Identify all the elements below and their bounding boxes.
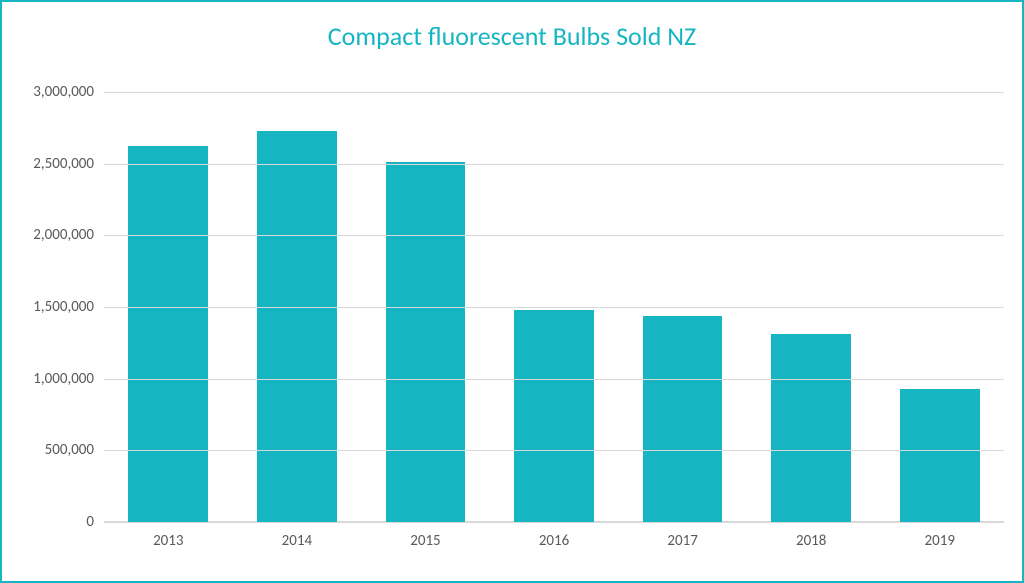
chart-title: Compact fluorescent Bulbs Sold NZ (2, 20, 1022, 52)
bar (771, 334, 851, 522)
bar (900, 389, 980, 522)
gridline (104, 450, 1004, 451)
y-tick-label: 500,000 (45, 441, 94, 459)
bar (643, 316, 723, 522)
gridline (104, 379, 1004, 380)
plot-area (104, 92, 1004, 522)
gridline (104, 164, 1004, 165)
bar (257, 131, 337, 522)
x-tick-label: 2018 (747, 532, 876, 550)
gridline (104, 92, 1004, 93)
y-tick-label: 3,000,000 (33, 83, 94, 101)
x-tick-label: 2019 (875, 532, 1004, 550)
x-tick-label: 2015 (361, 532, 490, 550)
x-tick-label: 2013 (104, 532, 233, 550)
bar (386, 162, 466, 522)
gridline (104, 307, 1004, 308)
x-axis-labels: 2013201420152016201720182019 (104, 532, 1004, 550)
x-tick-label: 2017 (618, 532, 747, 550)
y-axis-labels: 0500,0001,000,0001,500,0002,000,0002,500… (2, 92, 94, 522)
chart-frame: Compact fluorescent Bulbs Sold NZ 0 500,0… (0, 0, 1024, 583)
y-tick-label: 1,500,000 (33, 298, 94, 316)
y-tick-label: 2,000,000 (33, 226, 94, 244)
gridline (104, 235, 1004, 236)
y-tick-label: 0 (86, 513, 94, 531)
x-tick-label: 2016 (490, 532, 619, 550)
bar (128, 146, 208, 522)
x-tick-label: 2014 (233, 532, 362, 550)
bar (514, 310, 594, 522)
y-tick-label: 1,000,000 (33, 370, 94, 388)
y-tick-label: 2,500,000 (33, 155, 94, 173)
